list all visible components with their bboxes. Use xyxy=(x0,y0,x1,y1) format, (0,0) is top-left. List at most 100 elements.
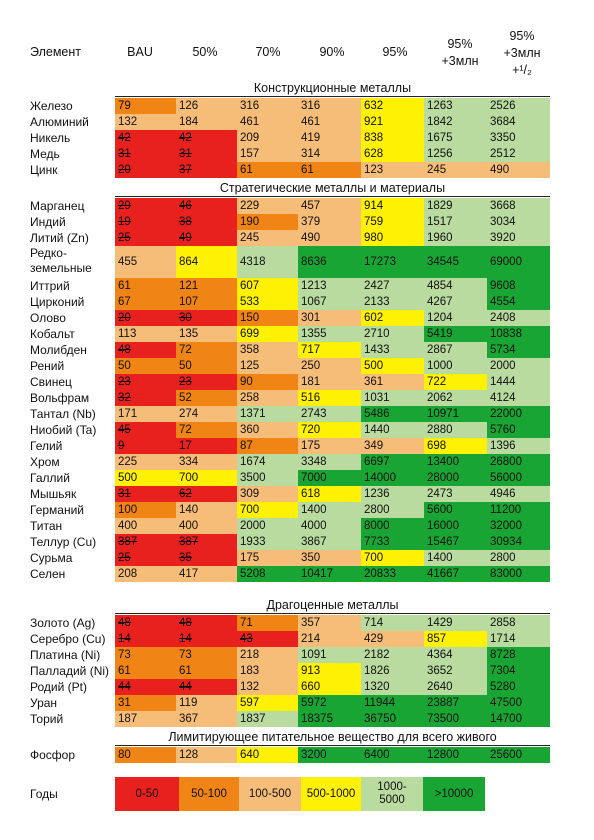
table-cell: 6400 xyxy=(361,747,424,763)
table-cell: 31 xyxy=(115,146,176,162)
table-cell: 921 xyxy=(361,114,424,130)
row-label: Титан xyxy=(30,519,63,533)
table-cell: 9608 xyxy=(487,278,550,294)
table-cell: 700 xyxy=(176,470,237,486)
header-col-50: 50% xyxy=(192,45,218,59)
table-cell: 400 xyxy=(115,518,176,534)
section-title: Стратегические металлы и материалы xyxy=(115,180,550,197)
table-cell: 61 xyxy=(237,162,298,178)
table-cell: 175 xyxy=(237,550,298,566)
table-cell: 4364 xyxy=(424,647,487,663)
row-label: Литий (Zn) xyxy=(30,231,89,245)
table-cell: 1067 xyxy=(298,294,361,310)
table-cell: 1400 xyxy=(424,550,487,566)
table-cell: 16000 xyxy=(424,518,487,534)
table-cell: 367 xyxy=(176,711,237,727)
table-cell: 23887 xyxy=(424,695,487,711)
legend-item-1000-5000: 1000- 5000 xyxy=(361,777,423,811)
table-cell: 225 xyxy=(115,454,176,470)
table-cell: 632 xyxy=(361,98,424,114)
table-header: Элемент BAU 50% 70% 90% 95% 95% +3млн 95… xyxy=(0,0,594,95)
table-cell: 1517 xyxy=(424,214,487,230)
table-cell: 516 xyxy=(298,390,361,406)
table-cell: 1236 xyxy=(361,486,424,502)
header-col-95: 95% xyxy=(382,45,408,59)
table-cell: 43 xyxy=(237,631,298,647)
table-cell: 10838 xyxy=(487,326,550,342)
table-cell: 25 xyxy=(115,550,176,566)
table-cell: 700 xyxy=(237,502,298,518)
table-cell: 11944 xyxy=(361,695,424,711)
table-cell: 533 xyxy=(237,294,298,310)
row-label: Молибден xyxy=(30,343,87,357)
table-cell: 38 xyxy=(176,214,237,230)
table-cell: 1400 xyxy=(298,502,361,518)
section-title: Драгоценные металлы xyxy=(115,597,550,614)
table-cell: 73 xyxy=(176,647,237,663)
table-cell: 73 xyxy=(115,647,176,663)
table-cell: 7733 xyxy=(361,534,424,550)
row-label: Редко- земельные xyxy=(30,246,92,275)
table-cell: 218 xyxy=(237,647,298,663)
table-cell: 22000 xyxy=(487,406,550,422)
table-cell: 455 xyxy=(115,246,176,278)
table-cell: 5419 xyxy=(424,326,487,342)
row-label: Теллур (Cu) xyxy=(30,535,97,549)
row-label: Алюминий xyxy=(30,115,89,129)
row-label: Золото (Ag) xyxy=(30,616,96,630)
table-cell: 1433 xyxy=(361,342,424,358)
table-cell: 1396 xyxy=(487,438,550,454)
table-cell: 29 xyxy=(115,198,176,214)
table-cell: 5760 xyxy=(487,422,550,438)
table-cell: 3867 xyxy=(298,534,361,550)
table-cell: 23 xyxy=(176,374,237,390)
table-cell: 6697 xyxy=(361,454,424,470)
table-cell: 25 xyxy=(115,230,176,246)
table-cell: 250 xyxy=(298,358,361,374)
table-cell: 5600 xyxy=(424,502,487,518)
table-cell: 71 xyxy=(237,615,298,631)
table-cell: 126 xyxy=(176,98,237,114)
table-cell: 25600 xyxy=(487,747,550,763)
table-cell: 387 xyxy=(115,534,176,550)
table-cell: 3200 xyxy=(298,747,361,763)
table-cell: 229 xyxy=(237,198,298,214)
header-col-95-3mln-half: 95% +3млн +¹/₂ xyxy=(503,29,541,77)
table-cell: 4854 xyxy=(424,278,487,294)
table-cell: 42 xyxy=(176,130,237,146)
table-cell: 13400 xyxy=(424,454,487,470)
table-cell: 17 xyxy=(176,438,237,454)
table-cell: 1091 xyxy=(298,647,361,663)
table-cell: 31 xyxy=(115,695,176,711)
row-label: Тантал (Nb) xyxy=(30,407,96,421)
header-element: Элемент xyxy=(30,45,81,59)
table-cell: 80 xyxy=(115,747,176,763)
table-cell: 28000 xyxy=(424,470,487,486)
table-cell: 607 xyxy=(237,278,298,294)
table-cell: 618 xyxy=(298,486,361,502)
table-cell: 3684 xyxy=(487,114,550,130)
table-cell: 720 xyxy=(298,422,361,438)
table-cell: 2062 xyxy=(424,390,487,406)
table-cell: 175 xyxy=(298,438,361,454)
table-cell: 334 xyxy=(176,454,237,470)
table-cell: 184 xyxy=(176,114,237,130)
table-cell: 48 xyxy=(115,342,176,358)
table-cell: 4554 xyxy=(487,294,550,310)
table-cell: 125 xyxy=(237,358,298,374)
table-cell: 316 xyxy=(298,98,361,114)
table-cell: 14000 xyxy=(361,470,424,486)
table-cell: 44 xyxy=(176,679,237,695)
table-cell: 181 xyxy=(298,374,361,390)
row-label: Свинец xyxy=(30,375,72,389)
table-cell: 8728 xyxy=(487,647,550,663)
row-label: Торий xyxy=(30,712,64,726)
table-cell: 461 xyxy=(298,114,361,130)
table-cell: 1842 xyxy=(424,114,487,130)
row-label: Палладий (Ni) xyxy=(30,664,110,678)
table-cell: 2473 xyxy=(424,486,487,502)
header-col-70: 70% xyxy=(255,45,281,59)
table-cell: 19 xyxy=(115,214,176,230)
row-label: Олово xyxy=(30,311,66,325)
